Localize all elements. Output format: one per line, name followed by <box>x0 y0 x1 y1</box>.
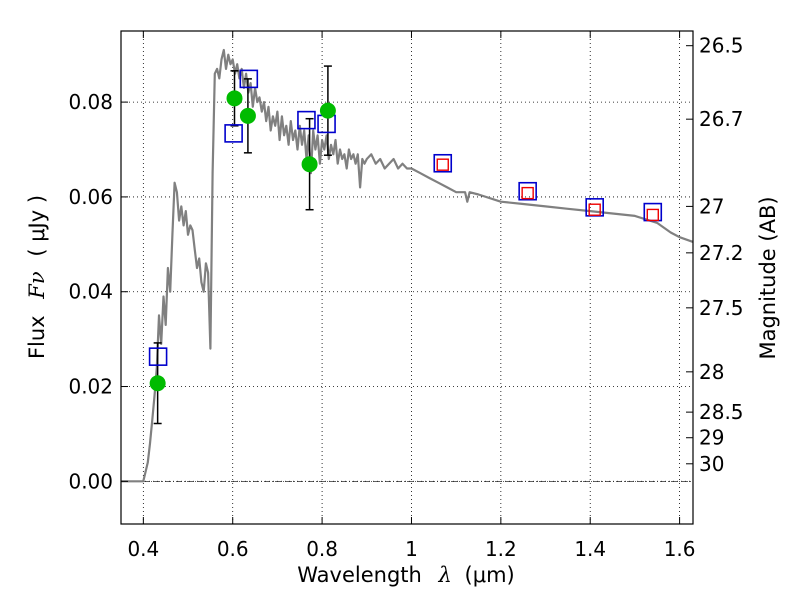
y2-tick-label: 28.5 <box>699 400 744 424</box>
observed-photometry-point <box>239 107 256 124</box>
predicted-photometry-square <box>646 208 659 222</box>
x-tick-label: 0.6 <box>217 537 249 561</box>
model-photometry-square <box>433 153 453 173</box>
model-photometry-square <box>239 69 259 89</box>
predicted-photometry-square <box>436 158 449 171</box>
y-axis-label-text: Flux <box>25 315 49 359</box>
x-tick-label: 0.4 <box>127 537 159 561</box>
observed-photometry-point <box>319 102 336 119</box>
x-tick-label: 1 <box>405 537 418 561</box>
y-tick-label: 0.06 <box>68 185 113 209</box>
model-photometry-square <box>297 110 316 130</box>
observed-photometry-point <box>301 156 318 173</box>
x-axis-label: Wavelength λ (μm) <box>297 563 514 587</box>
y2-tick-label: 27.2 <box>699 241 744 265</box>
model-photometry-square <box>224 124 243 143</box>
y-tick-label: 0.04 <box>68 280 113 304</box>
observed-photometry-point <box>149 375 166 392</box>
y-axis-label-symbol: Fν <box>25 271 49 300</box>
predicted-photometry-square <box>521 186 534 200</box>
y2-axis-label: Magnitude (AB) <box>756 196 780 359</box>
x-tick-label: 1.2 <box>485 537 517 561</box>
x-axis-label-unit: (μm) <box>465 563 515 587</box>
y2-tick-label: 26.7 <box>699 107 744 131</box>
plot-frame <box>120 30 694 525</box>
predicted-photometry-square <box>588 203 601 216</box>
y2-tick-label: 30 <box>699 452 724 476</box>
y-axis-label: Flux Fν ( μJy ) <box>25 195 49 359</box>
x-axis-label-symbol: λ <box>438 563 452 587</box>
y-tick-label: 0.02 <box>68 375 113 399</box>
x-tick-label: 0.8 <box>306 537 338 561</box>
y2-tick-label: 28 <box>699 360 724 384</box>
y-tick-label: 0.00 <box>68 469 113 493</box>
x-tick-label: 1.4 <box>574 537 606 561</box>
marker-layer <box>148 65 663 425</box>
y2-tick-label: 29 <box>699 426 724 450</box>
observed-photometry-point <box>226 90 243 107</box>
y-tick-label: 0.08 <box>68 90 113 114</box>
tick-layer: 0.4 0.6 0.8 1 1.2 1.4 1.6 0.00 0.02 0.04 0.06 0.08 2… <box>68 31 744 561</box>
x-tick-label: 1.6 <box>664 537 696 561</box>
y2-tick-label: 26.5 <box>699 34 744 58</box>
x-axis-label-text: Wavelength <box>297 563 422 587</box>
y2-tick-label: 27 <box>699 194 724 218</box>
model-spectrum-line <box>121 48 694 483</box>
model-photometry-square <box>518 181 537 201</box>
y2-tick-label: 27.5 <box>699 296 744 320</box>
y-axis-label-unit: ( μJy ) <box>25 195 49 257</box>
model-photometry-square <box>148 347 168 366</box>
series-layer <box>121 48 694 483</box>
plot-area-background <box>121 31 693 524</box>
